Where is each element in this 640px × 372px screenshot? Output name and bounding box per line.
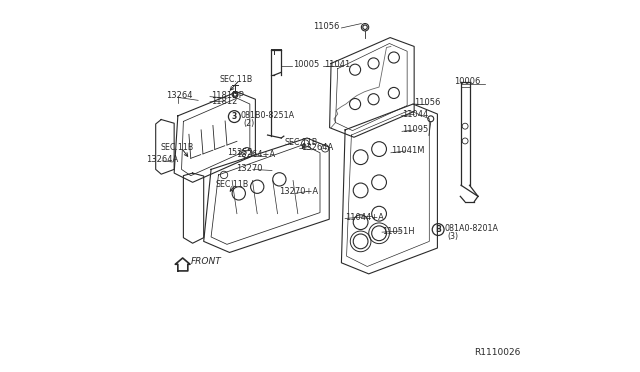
Text: 11041M: 11041M bbox=[391, 147, 424, 155]
Text: 11044: 11044 bbox=[402, 109, 428, 119]
Text: 081B0-8251A: 081B0-8251A bbox=[241, 110, 295, 120]
Text: 11056: 11056 bbox=[314, 22, 340, 31]
Text: 11095: 11095 bbox=[402, 125, 428, 134]
Text: 10005: 10005 bbox=[293, 60, 319, 70]
Text: 1181DP: 1181DP bbox=[211, 91, 244, 100]
Text: 3: 3 bbox=[232, 112, 237, 121]
Text: 10006: 10006 bbox=[454, 77, 480, 86]
Text: 13264A: 13264A bbox=[301, 143, 333, 152]
Text: 13270: 13270 bbox=[236, 164, 262, 173]
Text: B: B bbox=[435, 225, 441, 234]
Text: 11044+A: 11044+A bbox=[345, 213, 384, 222]
Text: SEC.11B: SEC.11B bbox=[285, 138, 318, 147]
Text: R1110026: R1110026 bbox=[474, 349, 521, 357]
Text: 11812: 11812 bbox=[211, 97, 237, 106]
Text: SEC.11B: SEC.11B bbox=[216, 180, 249, 189]
Text: FRONT: FRONT bbox=[191, 257, 221, 266]
Text: 13264A: 13264A bbox=[146, 155, 178, 164]
Text: 11056: 11056 bbox=[415, 98, 441, 107]
Text: SEC.11B: SEC.11B bbox=[161, 143, 194, 152]
Text: 13264+A: 13264+A bbox=[236, 151, 275, 160]
Text: 081A0-8201A: 081A0-8201A bbox=[444, 224, 498, 233]
Text: 13264: 13264 bbox=[166, 91, 192, 100]
Text: (2): (2) bbox=[244, 119, 255, 128]
Text: 15255: 15255 bbox=[227, 148, 252, 157]
Text: 11051H: 11051H bbox=[382, 227, 415, 235]
Text: 11041: 11041 bbox=[324, 60, 351, 70]
Text: SEC.11B: SEC.11B bbox=[220, 75, 253, 84]
Text: (3): (3) bbox=[447, 232, 458, 241]
Text: 13270+A: 13270+A bbox=[278, 187, 318, 196]
